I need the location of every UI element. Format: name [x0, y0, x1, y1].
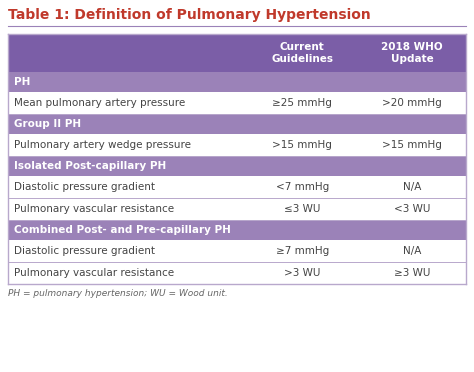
- Text: Combined Post- and Pre-capillary PH: Combined Post- and Pre-capillary PH: [14, 225, 231, 235]
- Text: Mean pulmonary artery pressure: Mean pulmonary artery pressure: [14, 98, 185, 108]
- Text: Current
Guidelines: Current Guidelines: [271, 42, 333, 64]
- Text: >3 WU: >3 WU: [284, 268, 320, 278]
- Text: ≥3 WU: ≥3 WU: [394, 268, 430, 278]
- Bar: [8, 34, 466, 72]
- Text: >15 mmHg: >15 mmHg: [382, 140, 442, 150]
- Text: Pulmonary artery wedge pressure: Pulmonary artery wedge pressure: [14, 140, 191, 150]
- Text: >15 mmHg: >15 mmHg: [273, 140, 332, 150]
- Text: PH = pulmonary hypertension; WU = Wood unit.: PH = pulmonary hypertension; WU = Wood u…: [8, 289, 228, 298]
- Text: <3 WU: <3 WU: [394, 204, 430, 214]
- Text: <7 mmHg: <7 mmHg: [276, 182, 329, 192]
- Text: ≥25 mmHg: ≥25 mmHg: [273, 98, 332, 108]
- Text: Table 1: Definition of Pulmonary Hypertension: Table 1: Definition of Pulmonary Hyperte…: [8, 8, 371, 22]
- Text: Diastolic pressure gradient: Diastolic pressure gradient: [14, 182, 155, 192]
- Text: >20 mmHg: >20 mmHg: [383, 98, 442, 108]
- Text: Diastolic pressure gradient: Diastolic pressure gradient: [14, 246, 155, 256]
- Bar: [8, 198, 466, 220]
- Bar: [8, 220, 466, 240]
- Text: Group II PH: Group II PH: [14, 119, 81, 129]
- Text: Pulmonary vascular resistance: Pulmonary vascular resistance: [14, 204, 174, 214]
- Bar: [8, 134, 466, 156]
- Text: PH: PH: [14, 77, 30, 87]
- Text: Pulmonary vascular resistance: Pulmonary vascular resistance: [14, 268, 174, 278]
- Text: ≤3 WU: ≤3 WU: [284, 204, 320, 214]
- Text: N/A: N/A: [403, 246, 421, 256]
- Bar: [8, 262, 466, 284]
- Text: Isolated Post-capillary PH: Isolated Post-capillary PH: [14, 161, 166, 171]
- Bar: [8, 176, 466, 198]
- Text: 2018 WHO
Update: 2018 WHO Update: [382, 42, 443, 64]
- Text: ≥7 mmHg: ≥7 mmHg: [276, 246, 329, 256]
- Bar: [8, 72, 466, 92]
- Bar: [8, 156, 466, 176]
- Bar: [8, 240, 466, 262]
- Text: N/A: N/A: [403, 182, 421, 192]
- Bar: [8, 114, 466, 134]
- Bar: [8, 92, 466, 114]
